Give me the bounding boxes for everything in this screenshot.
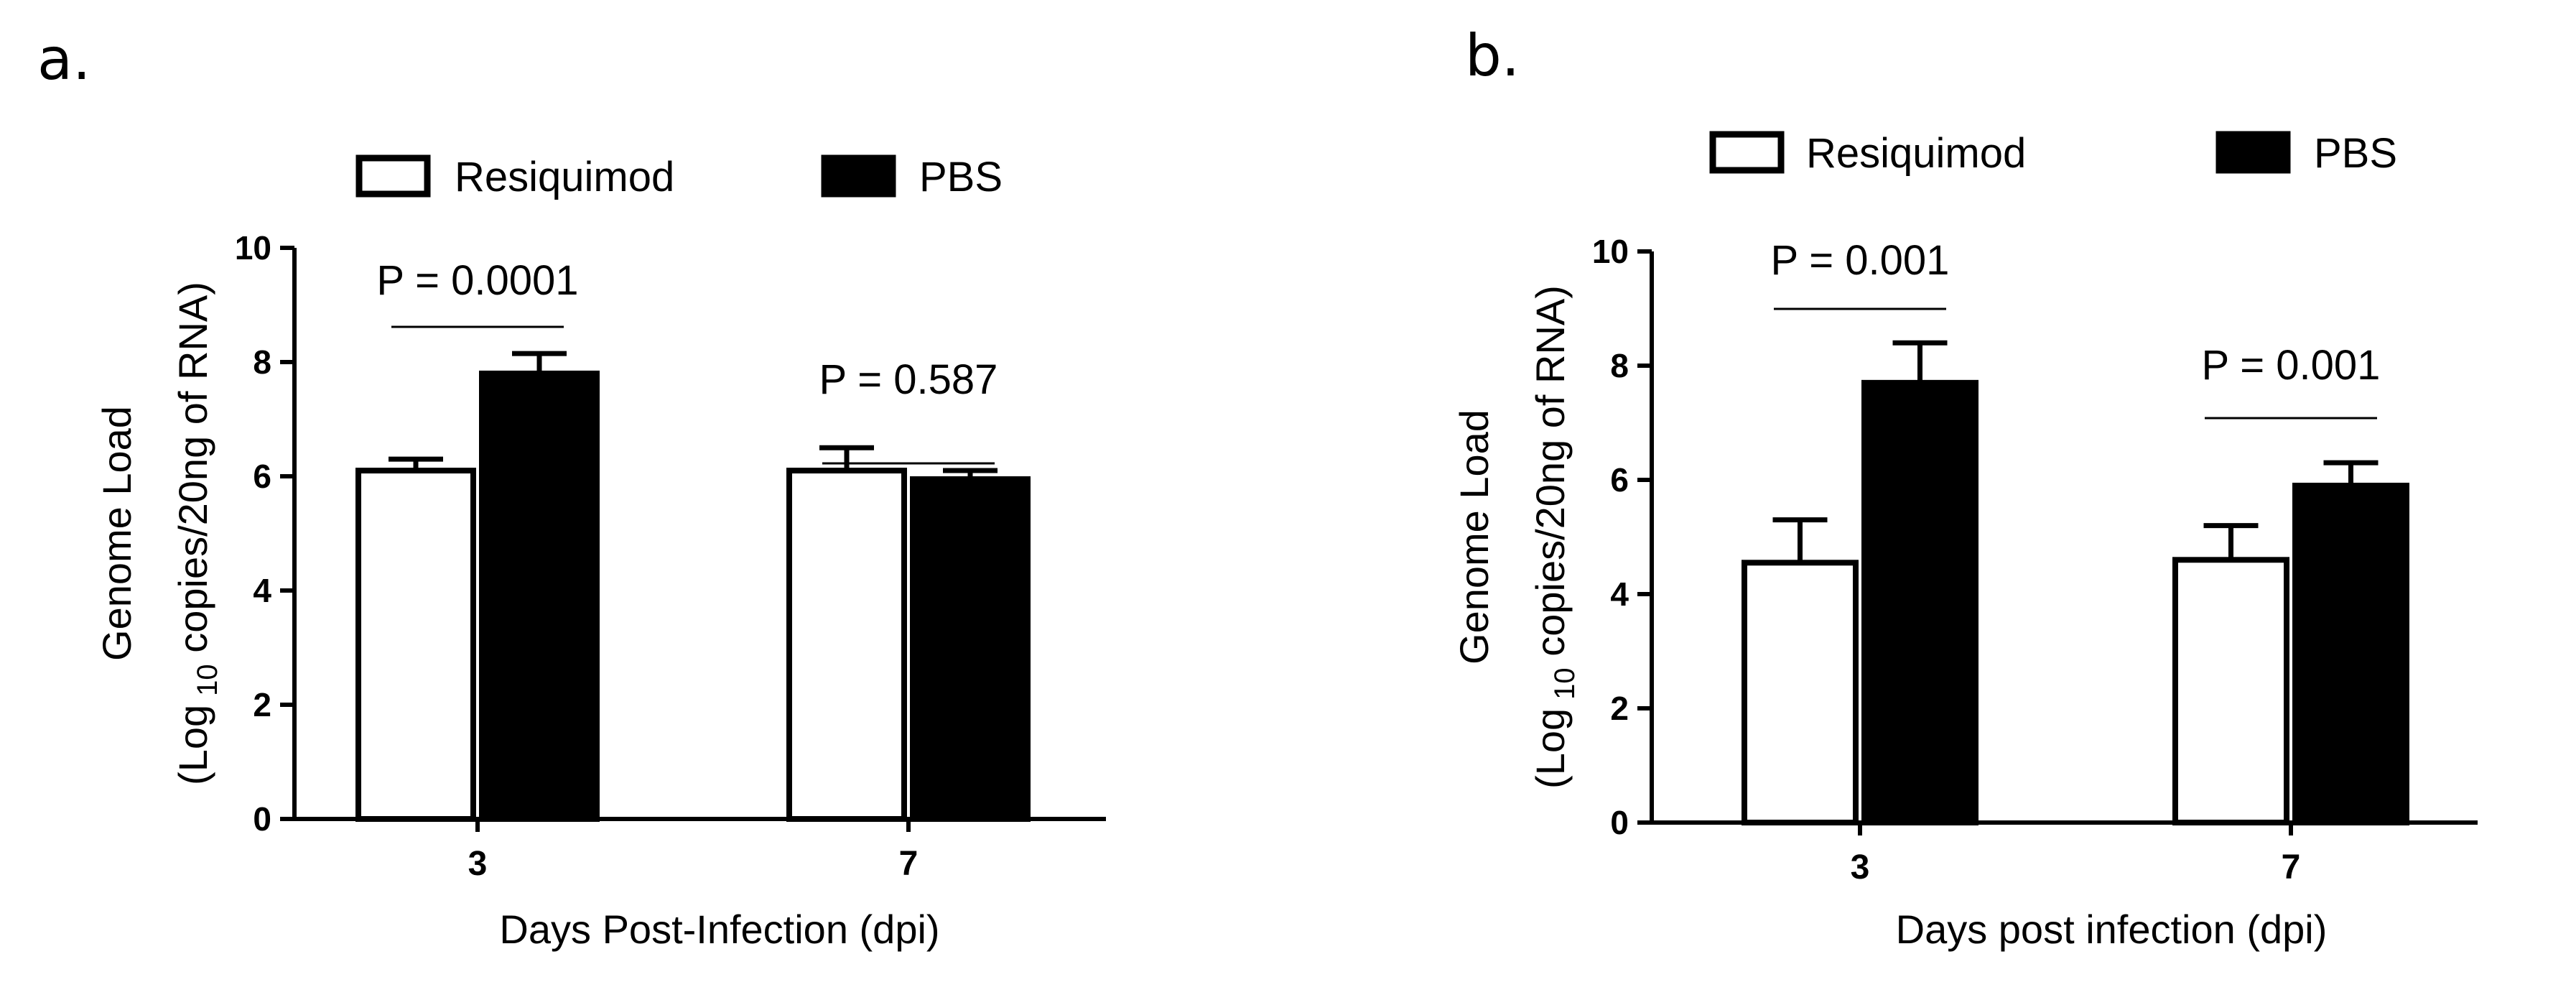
x-axis-title: Days Post-Infection (dpi) bbox=[499, 907, 939, 952]
y-tick-label: 0 bbox=[253, 800, 271, 838]
y-tick-label: 0 bbox=[1610, 804, 1629, 841]
y-axis-title-line2: (Log 10 copies/20ng of RNA) bbox=[170, 282, 223, 785]
legend-label-0: Resiquimod bbox=[1806, 130, 2026, 177]
y-tick-label: 4 bbox=[1610, 575, 1629, 613]
bar-pbs-day-3 bbox=[1861, 379, 1979, 825]
y-axis-title-post: copies/20ng of RNA) bbox=[170, 282, 215, 664]
y-axis-title-post: copies/20ng of RNA) bbox=[1528, 285, 1573, 667]
legend-label-1: PBS bbox=[919, 154, 1003, 200]
x-axis-title: Days post infection (dpi) bbox=[1896, 907, 2328, 952]
y-axis-title-line1: Genome Load bbox=[1451, 409, 1497, 665]
x-category-label: 3 bbox=[1851, 848, 1870, 886]
y-axis-title-subscript: 10 bbox=[192, 664, 223, 696]
y-axis-title-pre: (Log bbox=[1528, 708, 1573, 789]
bar-resiquimod-day-3 bbox=[355, 468, 476, 822]
bar-resiquimod-day-3 bbox=[1742, 560, 1859, 826]
y-tick-label: 10 bbox=[1592, 233, 1629, 270]
y-tick-label: 8 bbox=[1610, 347, 1629, 384]
legend-swatch-0 bbox=[1709, 131, 1785, 174]
y-axis-title-subscript: 10 bbox=[1549, 667, 1581, 700]
y-axis-title-line2: (Log 10 copies/20ng of RNA) bbox=[1528, 285, 1581, 789]
x-category-label: 7 bbox=[899, 845, 919, 883]
bar-pbs-day-3 bbox=[479, 370, 600, 822]
legend-label-1: PBS bbox=[2314, 130, 2397, 177]
y-tick-label: 6 bbox=[253, 458, 271, 495]
bar-resiquimod-day-7 bbox=[2172, 557, 2289, 825]
legend-swatch-1 bbox=[2215, 131, 2291, 174]
panel-letter: b. bbox=[1465, 22, 1520, 89]
legend-label-0: Resiquimod bbox=[455, 154, 674, 200]
y-tick-label: 10 bbox=[235, 229, 271, 267]
y-tick-label: 4 bbox=[253, 572, 271, 609]
p-value-annotation: P = 0.001 bbox=[1771, 237, 1950, 284]
legend-swatch-1 bbox=[821, 154, 896, 198]
bar-resiquimod-day-7 bbox=[786, 468, 907, 822]
bar-pbs-day-7 bbox=[2292, 482, 2409, 825]
p-value-annotation: P = 0.001 bbox=[2202, 342, 2381, 389]
y-axis-title-line1: Genome Load bbox=[94, 406, 139, 661]
bar-pbs-day-7 bbox=[910, 476, 1031, 822]
x-category-label: 7 bbox=[2282, 848, 2301, 886]
legend-swatch-0 bbox=[355, 154, 431, 198]
p-value-annotation: P = 0.587 bbox=[819, 356, 998, 403]
y-tick-label: 2 bbox=[1610, 690, 1629, 727]
y-tick-label: 2 bbox=[253, 686, 271, 723]
p-value-annotation: P = 0.0001 bbox=[376, 257, 578, 304]
y-axis-title-pre: (Log bbox=[170, 705, 215, 785]
panel-letter: a. bbox=[37, 26, 90, 93]
y-tick-label: 6 bbox=[1610, 461, 1629, 499]
y-tick-label: 8 bbox=[253, 343, 271, 381]
x-category-label: 3 bbox=[468, 845, 488, 883]
